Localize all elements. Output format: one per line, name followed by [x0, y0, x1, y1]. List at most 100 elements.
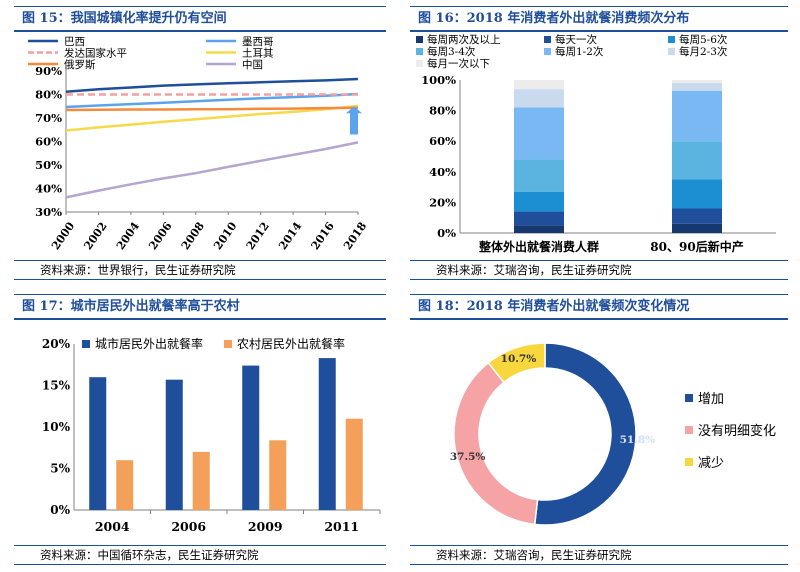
- y-tick-label: 0%: [437, 226, 456, 240]
- legend-swatch: [668, 36, 675, 43]
- figure-17-source: 资料来源：中国循环杂志，民生证券研究院: [14, 545, 386, 565]
- legend-swatch: [224, 340, 232, 348]
- y-tick-label: 60%: [429, 134, 456, 148]
- series-line-4: [65, 106, 359, 112]
- y-tick-label: 80%: [429, 104, 456, 118]
- legend-swatch: [416, 60, 423, 67]
- figure-15-chart: 30% 40% 50% 60% 70% 80% 90% 2000 2002 2004 2006 200…: [28, 36, 369, 253]
- y-tick-label: 10%: [42, 420, 71, 434]
- figure-16-source: 资料来源：艾瑞咨询，民生证券研究院: [410, 260, 788, 280]
- y-tick-label: 20%: [42, 337, 71, 351]
- y-tick-label: 70%: [35, 111, 62, 125]
- stacked-bar-segment: [672, 208, 722, 224]
- x-tick-label: 2016: [309, 219, 337, 252]
- y-tick-label: 20%: [429, 195, 456, 209]
- y-tick-label: 0%: [50, 503, 70, 517]
- legend-label: 土耳其: [242, 47, 274, 60]
- stacked-bar-segment: [514, 80, 564, 90]
- legend-label: 每月一次以下: [427, 57, 490, 70]
- series-line-0: [65, 77, 359, 93]
- legend-label: 中国: [242, 58, 263, 71]
- stacked-bar-segment: [514, 159, 564, 192]
- x-tick-label: 2006: [146, 219, 174, 252]
- legend-swatch: [685, 394, 693, 402]
- x-category-label: 2009: [248, 519, 283, 534]
- legend-label: 农村居民外出就餐率: [237, 336, 345, 351]
- legend-label: 每周两次及以上: [427, 33, 501, 46]
- legend-label: 墨西哥: [242, 36, 274, 48]
- legend-swatch: [685, 426, 693, 434]
- y-tick-label: 40%: [429, 165, 456, 179]
- figure-18-title: 图 18：2018 年消费者外出就餐频次变化情况: [410, 294, 788, 320]
- series-line-3: [65, 104, 359, 132]
- figure-16-title: 图 16：2018 年消费者外出就餐消费频次分布: [410, 6, 788, 32]
- legend-swatch: [544, 48, 551, 55]
- bar: [318, 358, 336, 510]
- x-tick-label: 2000: [49, 219, 77, 252]
- bar: [116, 460, 134, 510]
- bar: [89, 377, 107, 510]
- x-tick-label: 2008: [179, 219, 207, 252]
- donut-slice-label: 37.5%: [450, 451, 486, 463]
- figure-17-panel: 图 17：城市居民外出就餐率高于农村 0% 5% 10% 15% 20% 2004 2006…: [14, 294, 386, 566]
- legend-label: 巴西: [64, 36, 85, 48]
- legend-label: 每周3-4次: [427, 45, 476, 58]
- figure-16-panel: 图 16：2018 年消费者外出就餐消费频次分布 0% 20% 40% 60% 80% 1…: [410, 6, 788, 280]
- stacked-bar-segment: [672, 141, 722, 180]
- x-category-label: 80、90后新中产: [650, 239, 743, 254]
- stacked-bar-segment: [514, 225, 564, 233]
- stacked-bar-segment: [514, 211, 564, 226]
- bar: [242, 365, 260, 510]
- donut-slice-label: 51.8%: [620, 434, 656, 446]
- x-category-label: 2011: [324, 519, 359, 534]
- legend-label: 发达国家水平: [64, 47, 127, 60]
- legend-swatch: [668, 48, 675, 55]
- legend-label: 每天一次: [555, 33, 597, 46]
- figure-15-source: 资料来源：世界银行，民生证券研究院: [14, 260, 386, 280]
- series-line-1: [65, 92, 359, 109]
- figure-15-panel: 图 15：我国城镇化率提升仍有空间 30% 40% 50% 60% 70% 80% 90% 2…: [14, 6, 386, 280]
- x-category-label: 2006: [171, 519, 206, 534]
- donut-slice: [487, 342, 546, 384]
- bar: [192, 451, 210, 510]
- legend-swatch: [82, 340, 90, 348]
- y-tick-label: 5%: [50, 462, 70, 476]
- legend-label: 每周5-6次: [679, 33, 728, 46]
- bar: [165, 379, 183, 510]
- legend-swatch: [544, 36, 551, 43]
- legend-swatch: [416, 36, 423, 43]
- x-tick-label: 2014: [276, 219, 304, 252]
- y-tick-label: 80%: [35, 88, 62, 102]
- stacked-bar-segment: [514, 107, 564, 160]
- donut-slice: [533, 342, 637, 526]
- x-category-label: 整体外出就餐消费人群: [478, 239, 599, 254]
- stacked-bar-segment: [672, 223, 722, 233]
- stacked-bar-segment: [672, 83, 722, 91]
- legend-swatch: [685, 458, 693, 466]
- stacked-bar-segment: [672, 90, 722, 142]
- figure-18-panel: 图 18：2018 年消费者外出就餐频次变化情况 51.8% 37.5% 10.7%…: [410, 294, 788, 566]
- stacked-bar-segment: [514, 89, 564, 108]
- y-tick-label: 30%: [35, 205, 62, 219]
- donut-slice: [453, 361, 539, 526]
- y-tick-label: 90%: [35, 64, 62, 78]
- x-tick-label: 2004: [114, 219, 142, 252]
- figure-15-title: 图 15：我国城镇化率提升仍有空间: [14, 6, 386, 32]
- legend-label: 每周1-2次: [555, 45, 604, 58]
- y-tick-label: 60%: [35, 135, 62, 149]
- legend-label: 增加: [698, 392, 724, 407]
- y-tick-label: 40%: [35, 182, 62, 196]
- legend-swatch: [416, 48, 423, 55]
- y-tick-label: 15%: [42, 379, 71, 393]
- donut-slice-label: 10.7%: [501, 353, 537, 365]
- figure-17-chart: 0% 5% 10% 15% 20% 2004 2006 2009 2011 城市居民外出就餐率 农村…: [42, 336, 381, 534]
- figure-18-source: 资料来源：艾瑞咨询，民生证券研究院: [410, 545, 788, 565]
- x-category-label: 2004: [95, 519, 130, 534]
- x-tick-label: 2002: [81, 220, 109, 253]
- series-line-5: [65, 141, 359, 199]
- x-tick-label: 2012: [244, 220, 272, 253]
- figure-16-chart: 0% 20% 40% 60% 80% 100% 整体外出就餐消费人群 80、90后新中产 每周两…: [416, 33, 776, 254]
- y-tick-label: 100%: [421, 73, 456, 87]
- legend-label: 城市居民外出就餐率: [95, 336, 203, 351]
